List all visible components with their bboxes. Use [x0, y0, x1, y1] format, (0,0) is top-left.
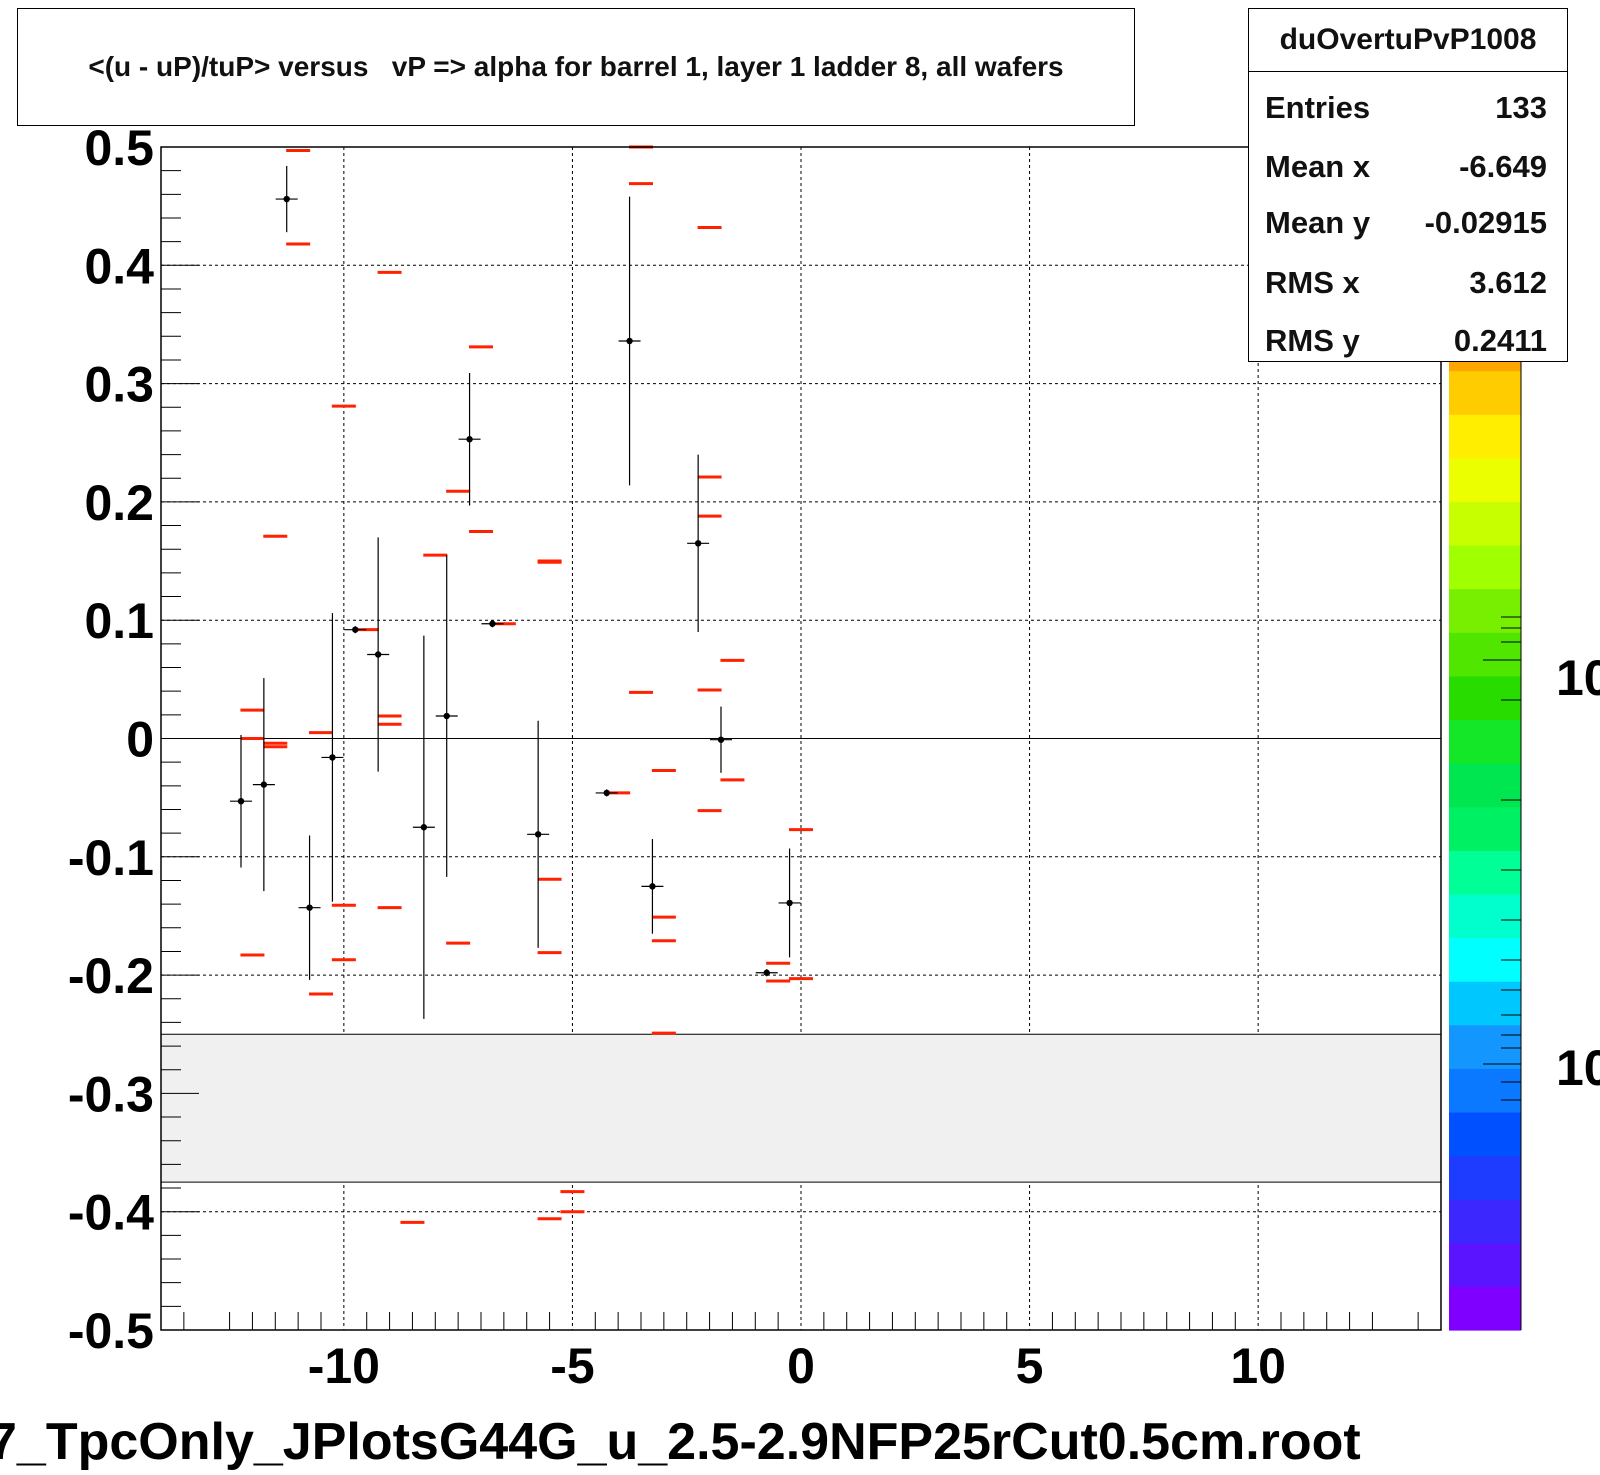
data-point	[717, 736, 725, 743]
palette-swatch	[1449, 1242, 1521, 1287]
data-point	[603, 789, 610, 797]
y-tick-label: -0.3	[68, 1066, 154, 1122]
excluded-band	[160, 1033, 1442, 1183]
data-point	[420, 824, 428, 831]
data-point	[329, 754, 336, 761]
data-point	[649, 883, 656, 890]
data-point	[763, 969, 770, 976]
stats-value: 133	[1495, 90, 1547, 125]
y-tick-label: -0.5	[68, 1303, 154, 1359]
y-tick-label: 0.5	[84, 120, 154, 176]
data-point	[374, 651, 382, 658]
stats-label: Mean x	[1265, 149, 1371, 184]
x-tick-label: 10	[1230, 1338, 1286, 1394]
stats-value: -6.649	[1459, 149, 1547, 184]
data-point	[466, 436, 473, 443]
x-tick-label: 5	[1016, 1338, 1044, 1394]
stats-value: 3.612	[1469, 265, 1547, 300]
plot-frame	[160, 146, 1442, 1331]
data-point	[443, 712, 450, 720]
palette-swatch	[1449, 1286, 1521, 1331]
palette-swatch	[1449, 675, 1521, 721]
stats-label: Entries	[1265, 90, 1371, 125]
plot-title: <(u - uP)/tuP> versus vP => alpha for ba…	[17, 8, 1135, 126]
palette-swatch	[1449, 370, 1521, 415]
data-point	[489, 620, 496, 627]
stats-label: RMS x	[1265, 265, 1360, 300]
color-palette-axis: 10 10	[1449, 327, 1600, 1331]
x-tick-label: 0	[787, 1338, 815, 1394]
palette-swatch	[1449, 414, 1521, 459]
data-point	[534, 831, 542, 838]
y-tick-label: 0.2	[84, 475, 154, 531]
stats-row-rms-y: RMS y 0.2411	[1265, 321, 1547, 361]
stats-box: duOvertuPvP1008 Entries 133 Mean x -6.64…	[1248, 8, 1568, 362]
palette-label: 10	[1556, 650, 1600, 706]
y-tick-label: 0	[126, 712, 154, 768]
palette-swatch	[1449, 1024, 1521, 1069]
y-tick-label: -0.2	[68, 948, 154, 1004]
palette-swatch	[1449, 1068, 1521, 1113]
stats-value: 0.2411	[1453, 323, 1547, 358]
palette-swatch	[1449, 719, 1521, 764]
y-tick-label: -0.4	[68, 1185, 154, 1241]
x-tick-label: -5	[550, 1338, 594, 1394]
stats-row-entries: Entries 133	[1265, 88, 1547, 128]
data-point	[352, 626, 359, 633]
data-point	[694, 540, 702, 547]
palette-swatch	[1449, 588, 1521, 633]
stats-name: duOvertuPvP1008	[1249, 9, 1567, 72]
palette-swatch	[1449, 763, 1521, 808]
file-name-label: 7_TpcOnly_JPlotsG44G_u_2.5-2.9NFP25rCut0…	[0, 1413, 1361, 1471]
profile-points	[230, 165, 801, 1019]
data-point	[306, 904, 313, 911]
axis-ticks	[161, 146, 1419, 1331]
palette-swatch	[1449, 501, 1521, 546]
palette-swatch	[1449, 457, 1521, 503]
y-tick-labels: 0.5 0.4 0.3 0.2 0.1 0 -0.1 -0.2 -0.3 -0.4 -0.5	[68, 120, 154, 1359]
x-tick-labels: -10 -5 0 5 10	[308, 1338, 1286, 1394]
y-tick-label: 0.4	[84, 238, 154, 294]
x-tick-label: -10	[308, 1338, 380, 1394]
data-point	[786, 899, 793, 907]
stats-row-mean-x: Mean x -6.649	[1265, 147, 1547, 187]
y-tick-label: -0.1	[68, 830, 154, 886]
data-point	[260, 781, 268, 788]
stats-value: -0.02915	[1424, 205, 1547, 240]
palette-swatch	[1449, 981, 1521, 1026]
stats-row-rms-x: RMS x 3.612	[1265, 263, 1547, 303]
palette-swatch	[1449, 632, 1521, 677]
stats-label: RMS y	[1265, 323, 1360, 358]
y-tick-label: 0.1	[84, 593, 154, 649]
y-tick-label: 0.3	[84, 357, 154, 413]
stats-row-mean-y: Mean y -0.02915	[1265, 203, 1547, 243]
data-point	[237, 797, 245, 805]
palette-swatch	[1449, 806, 1521, 851]
palette-swatch	[1449, 850, 1521, 895]
palette-swatch	[1449, 1111, 1521, 1157]
palette-swatch	[1449, 1155, 1521, 1200]
palette-swatch	[1449, 893, 1521, 939]
palette-label: 10	[1556, 1040, 1600, 1096]
data-point	[283, 195, 290, 203]
data-point	[626, 337, 633, 345]
stats-label: Mean y	[1265, 205, 1371, 240]
palette-swatch	[1449, 545, 1521, 590]
palette-swatch	[1449, 1199, 1521, 1244]
